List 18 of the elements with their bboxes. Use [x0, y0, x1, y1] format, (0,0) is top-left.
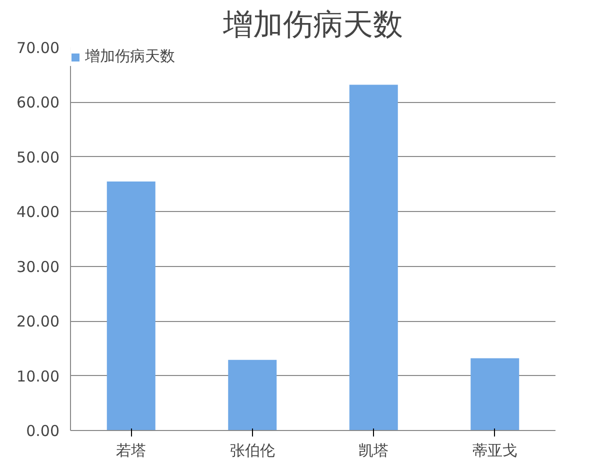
y-tick-label: 60.00	[16, 94, 60, 112]
bar	[106, 182, 156, 430]
chart-title: 增加伤病天数	[222, 8, 403, 42]
y-tick-label: 10.00	[16, 367, 60, 386]
legend-label: 增加伤病天数	[85, 47, 175, 66]
y-tick-label: 40.00	[16, 203, 60, 222]
bar	[349, 84, 398, 430]
y-tick-label: 30.00	[16, 258, 60, 276]
y-tick-label: 0.00	[26, 422, 60, 440]
x-tick-label: 张伯伦	[230, 442, 275, 460]
bar	[470, 358, 520, 430]
y-tick-label: 70.00	[16, 39, 60, 57]
bar	[228, 360, 277, 430]
x-tick-label: 蒂亚戈	[472, 442, 518, 460]
y-tick-label: 50.00	[16, 148, 60, 166]
y-tick-label: 20.00	[16, 312, 60, 331]
x-tick-label: 若塔	[116, 442, 146, 460]
x-tick-label: 凯塔	[358, 442, 389, 460]
